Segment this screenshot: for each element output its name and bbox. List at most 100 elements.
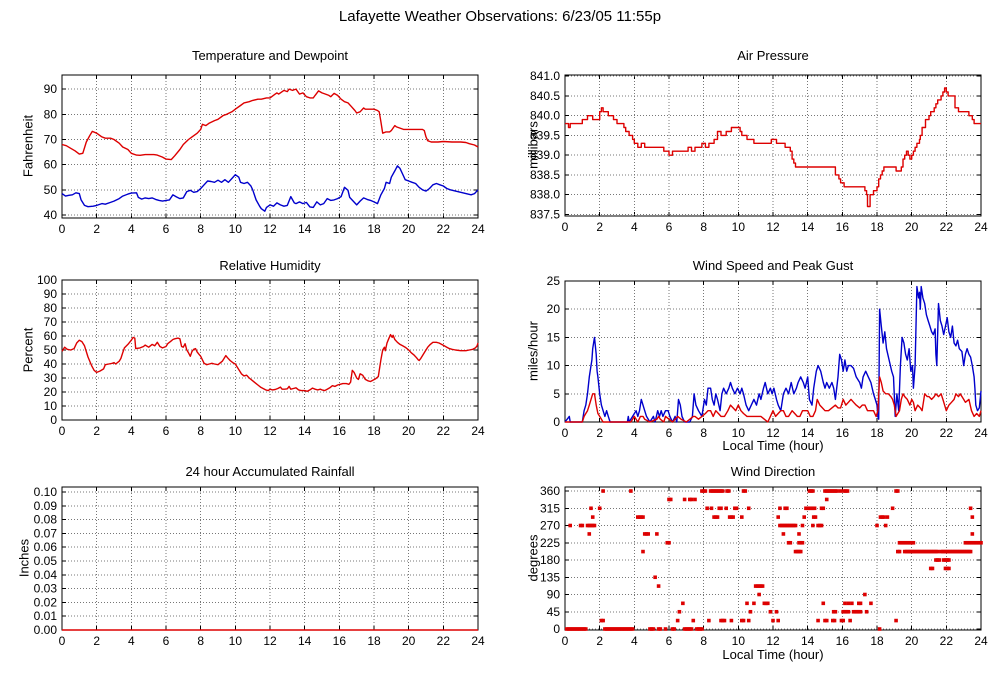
svg-text:14: 14: [801, 220, 815, 234]
svg-text:4: 4: [128, 634, 135, 648]
svg-text:8: 8: [700, 634, 707, 648]
svg-text:14: 14: [801, 426, 815, 440]
svg-text:22: 22: [940, 220, 954, 234]
svg-text:15: 15: [547, 330, 561, 344]
svg-text:20: 20: [905, 220, 919, 234]
svg-text:2: 2: [596, 634, 603, 648]
svg-text:16: 16: [836, 426, 850, 440]
svg-text:20: 20: [402, 424, 416, 438]
svg-text:18: 18: [870, 634, 884, 648]
x-axis-label-wind-speed: Local Time (hour): [722, 438, 824, 453]
svg-text:839.5: 839.5: [530, 128, 560, 142]
svg-text:20: 20: [402, 634, 416, 648]
svg-text:70: 70: [44, 315, 58, 329]
svg-text:315: 315: [540, 501, 560, 515]
svg-text:0.03: 0.03: [34, 582, 58, 596]
svg-text:0: 0: [59, 222, 66, 236]
svg-text:45: 45: [547, 605, 561, 619]
svg-text:70: 70: [44, 132, 58, 146]
svg-text:0: 0: [562, 634, 569, 648]
svg-text:0.10: 0.10: [34, 485, 58, 499]
svg-text:12: 12: [263, 634, 277, 648]
svg-text:225: 225: [540, 536, 560, 550]
svg-text:4: 4: [631, 220, 638, 234]
svg-text:24: 24: [974, 426, 988, 440]
svg-text:18: 18: [367, 222, 381, 236]
svg-text:25: 25: [547, 274, 561, 288]
svg-text:14: 14: [298, 222, 312, 236]
svg-text:840.5: 840.5: [530, 89, 560, 103]
svg-text:10: 10: [229, 634, 243, 648]
svg-text:4: 4: [128, 424, 135, 438]
svg-text:90: 90: [44, 82, 58, 96]
svg-text:10: 10: [547, 359, 561, 373]
svg-text:14: 14: [801, 634, 815, 648]
x-axis-label-wind-direction: Local Time (hour): [722, 647, 824, 662]
svg-text:16: 16: [333, 424, 347, 438]
svg-text:24: 24: [471, 222, 485, 236]
svg-text:80: 80: [44, 107, 58, 121]
svg-text:16: 16: [333, 222, 347, 236]
svg-text:2: 2: [93, 222, 100, 236]
svg-text:0: 0: [59, 634, 66, 648]
svg-text:14: 14: [298, 634, 312, 648]
svg-text:0.08: 0.08: [34, 513, 58, 527]
svg-text:12: 12: [263, 222, 277, 236]
svg-text:0.00: 0.00: [34, 623, 58, 637]
svg-text:50: 50: [44, 343, 58, 357]
svg-text:838.5: 838.5: [530, 168, 560, 182]
svg-text:30: 30: [44, 371, 58, 385]
wind-direction-plot: 0 2 4 6 8 10 12 14 16 18 20 22 240459013518022527031…: [540, 484, 988, 648]
svg-text:24: 24: [471, 634, 485, 648]
relative-humidity-plot: 0 2 4 6 8 10 12 14 16 18 20 22 240102030405060708090…: [37, 273, 485, 438]
svg-text:22: 22: [437, 424, 451, 438]
svg-text:18: 18: [367, 634, 381, 648]
svg-text:360: 360: [540, 484, 560, 498]
svg-text:20: 20: [905, 426, 919, 440]
svg-text:22: 22: [940, 426, 954, 440]
svg-text:10: 10: [732, 426, 746, 440]
svg-text:90: 90: [44, 287, 58, 301]
svg-text:0.04: 0.04: [34, 568, 58, 582]
svg-text:0.01: 0.01: [34, 609, 58, 623]
svg-text:20: 20: [402, 222, 416, 236]
svg-text:2: 2: [596, 426, 603, 440]
svg-text:6: 6: [163, 222, 170, 236]
svg-text:837.5: 837.5: [530, 207, 560, 221]
svg-text:24: 24: [974, 634, 988, 648]
chart-title-temperature-dewpoint: Temperature and Dewpoint: [191, 48, 349, 63]
svg-text:40: 40: [44, 357, 58, 371]
svg-text:50: 50: [44, 183, 58, 197]
svg-text:16: 16: [333, 634, 347, 648]
svg-text:5: 5: [553, 387, 560, 401]
svg-text:24: 24: [974, 220, 988, 234]
svg-text:20: 20: [905, 634, 919, 648]
chart-title-wind-speed-gust: Wind Speed and Peak Gust: [692, 258, 854, 273]
svg-text:4: 4: [128, 222, 135, 236]
svg-text:838.0: 838.0: [530, 188, 560, 202]
svg-text:2: 2: [93, 424, 100, 438]
svg-text:2: 2: [93, 634, 100, 648]
svg-text:6: 6: [666, 220, 673, 234]
svg-text:14: 14: [298, 424, 312, 438]
svg-text:4: 4: [631, 634, 638, 648]
svg-text:0.05: 0.05: [34, 554, 58, 568]
svg-text:60: 60: [44, 329, 58, 343]
svg-text:22: 22: [940, 634, 954, 648]
svg-text:0: 0: [50, 413, 57, 427]
svg-text:16: 16: [836, 220, 850, 234]
svg-text:0.07: 0.07: [34, 526, 58, 540]
svg-text:6: 6: [163, 634, 170, 648]
svg-text:8: 8: [197, 222, 204, 236]
svg-text:6: 6: [163, 424, 170, 438]
svg-text:839.0: 839.0: [530, 148, 560, 162]
svg-text:40: 40: [44, 208, 58, 222]
svg-text:10: 10: [732, 220, 746, 234]
svg-text:12: 12: [766, 220, 780, 234]
svg-text:0: 0: [553, 622, 560, 636]
svg-text:22: 22: [437, 634, 451, 648]
svg-text:100: 100: [37, 273, 57, 287]
rainfall-plot: 0 2 4 6 8 10 12 14 16 18 20 22 240.000.010.020.030.0…: [34, 485, 485, 648]
